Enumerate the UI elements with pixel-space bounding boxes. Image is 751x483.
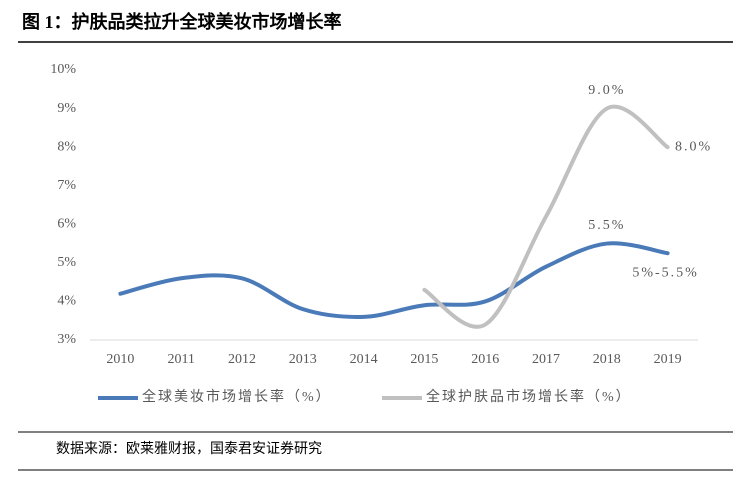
x-tick-label: 2010	[106, 352, 134, 367]
y-tick-label: 5%	[57, 255, 76, 270]
x-tick-label: 2015	[410, 352, 438, 367]
y-tick-label: 9%	[57, 101, 76, 116]
legend-label: 全球护肤品市场增长率（%）	[426, 388, 632, 405]
data-label: 8.0%	[675, 139, 712, 154]
x-tick-label: 2014	[350, 352, 378, 367]
y-tick-label: 10%	[50, 62, 76, 77]
legend-label: 全球美妆市场增长率（%）	[142, 388, 332, 405]
x-tick-label: 2018	[593, 352, 621, 367]
y-tick-label: 3%	[57, 332, 76, 347]
data-label: 5.5%	[588, 218, 625, 233]
y-tick-label: 7%	[57, 178, 76, 193]
data-label: 5%-5.5%	[632, 265, 699, 280]
x-tick-label: 2017	[532, 352, 560, 367]
x-tick-label: 2013	[289, 352, 317, 367]
x-tick-label: 2016	[471, 352, 499, 367]
data-label: 9.0%	[588, 83, 625, 98]
source: 数据来源：欧莱雅财报，国泰君安证券研究	[56, 441, 322, 457]
y-tick-label: 4%	[57, 294, 76, 309]
y-tick-label: 6%	[57, 217, 76, 232]
x-tick-label: 2019	[654, 352, 682, 367]
series-line	[118, 241, 670, 319]
y-tick-label: 8%	[57, 139, 76, 154]
x-tick-label: 2012	[228, 352, 256, 367]
series-line	[422, 104, 670, 329]
x-tick-label: 2011	[167, 352, 194, 367]
chart-title: 图 1：护肤品类拉升全球美妆市场增长率	[22, 11, 342, 32]
